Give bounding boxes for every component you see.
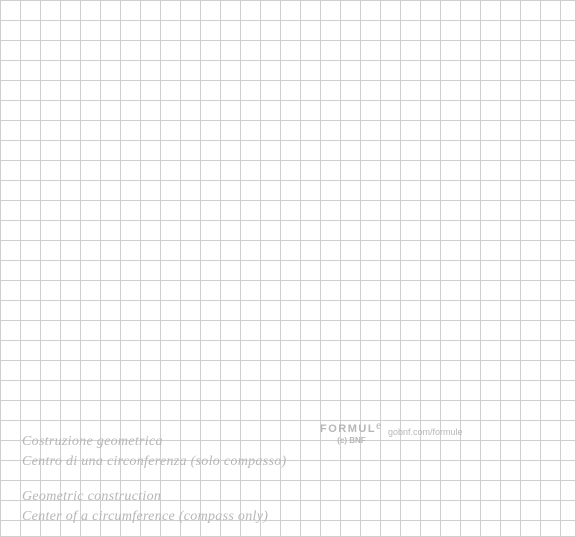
italian-block: Costruzione geometrica xyxy=(22,435,163,449)
english-line-2: Center of a circumference (compass only) xyxy=(22,510,268,524)
watermark-copyright: (c) BNF xyxy=(320,436,383,445)
watermark-url: gobnf.com/formule xyxy=(388,427,463,437)
english-block: Geometric construction xyxy=(22,490,161,504)
english-block-2: Center of a circumference (compass only) xyxy=(22,510,268,524)
italian-line-2: Centro di una circonferenza (solo compas… xyxy=(22,455,286,469)
watermark-brand-pre: FORMUL xyxy=(320,423,376,435)
english-line-1: Geometric construction xyxy=(22,490,161,504)
watermark-brand-sup: e xyxy=(376,418,383,432)
italian-block-2: Centro di una circonferenza (solo compas… xyxy=(22,455,286,469)
watermark-brand: FORMULe xyxy=(320,418,383,435)
watermark: FORMULe (c) BNF xyxy=(320,418,383,445)
italian-line-1: Costruzione geometrica xyxy=(22,435,163,449)
